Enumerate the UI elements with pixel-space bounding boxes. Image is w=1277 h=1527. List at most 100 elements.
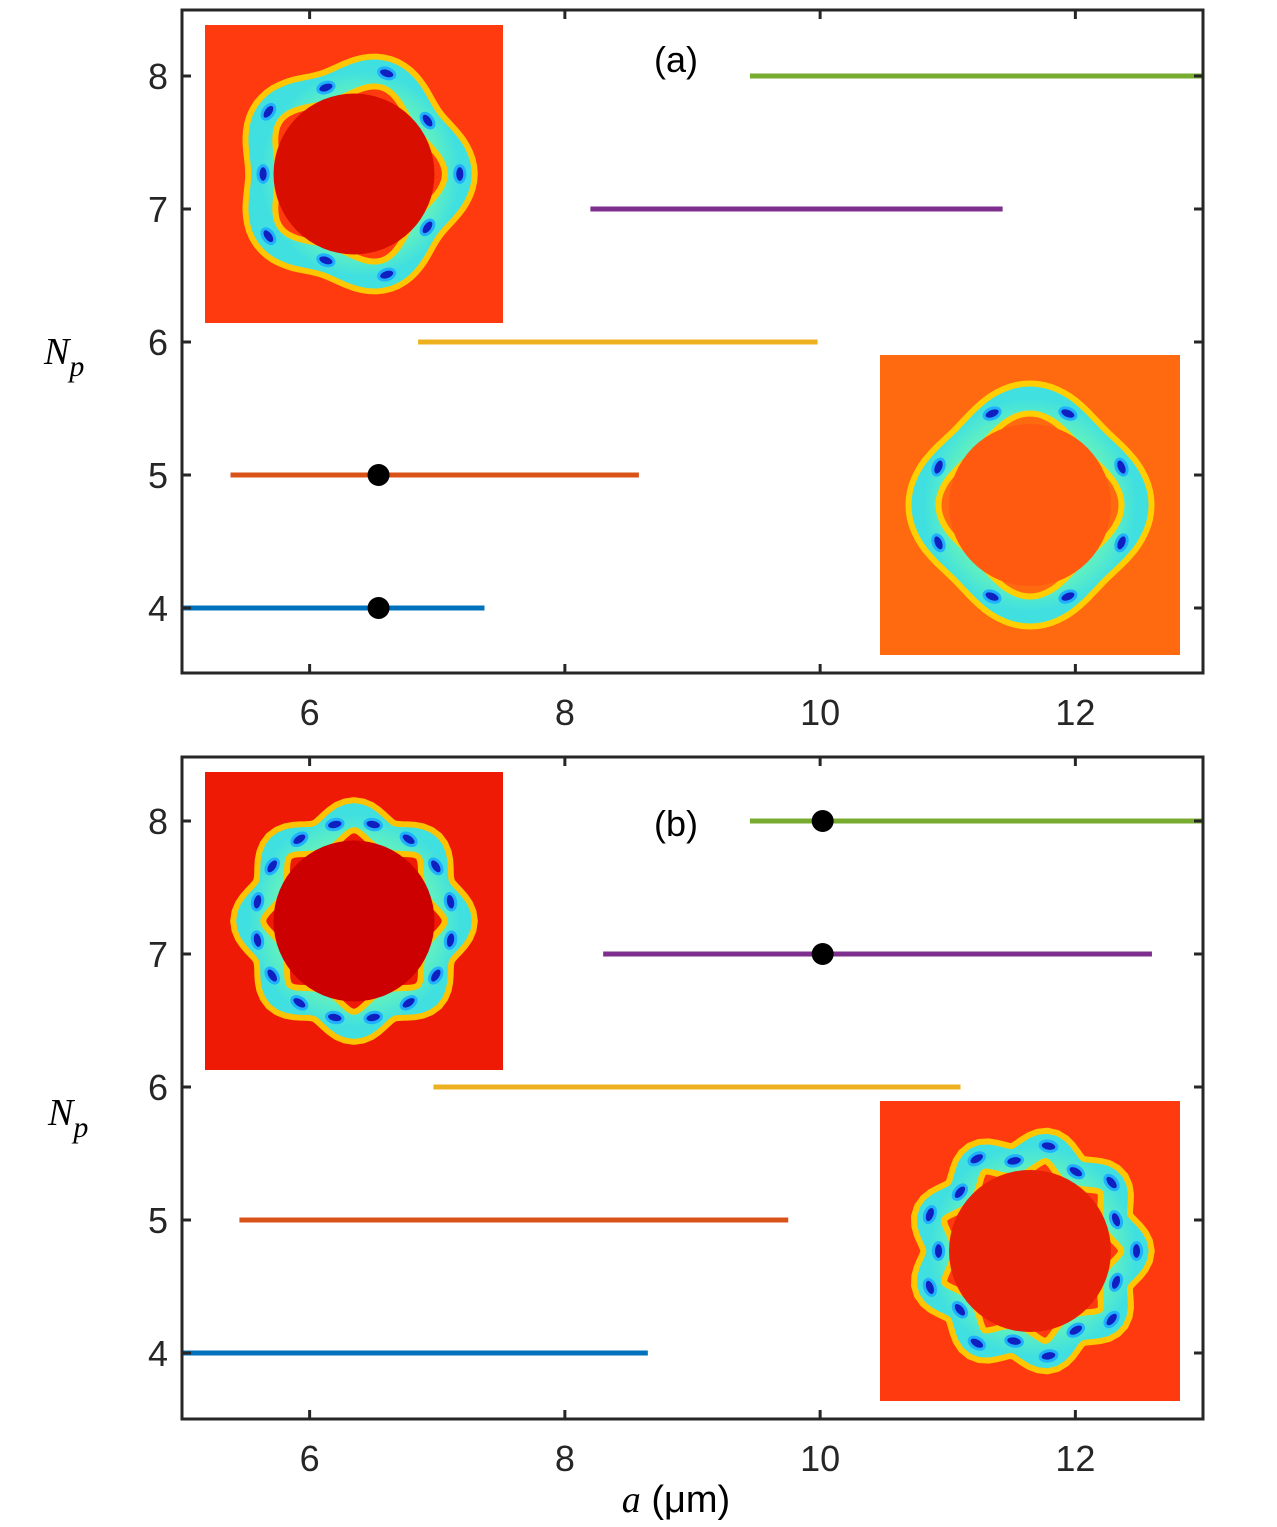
inset-vortex <box>1108 1210 1124 1230</box>
inset-vortex <box>1103 1310 1120 1329</box>
inset-vortex <box>1103 1173 1120 1192</box>
inset-vortex <box>1114 457 1129 477</box>
panel-b-inset-bottom-right <box>880 1101 1180 1401</box>
inset-core <box>949 1170 1111 1332</box>
inset-vortex <box>419 111 436 130</box>
inset-vortex <box>1058 589 1078 604</box>
inset-vortex <box>1129 1241 1144 1261</box>
y-tick-label-6: 6 <box>148 322 168 363</box>
inset-vortex <box>264 857 280 876</box>
inset-vortex <box>922 1204 937 1225</box>
inset-vortex <box>1004 1154 1024 1168</box>
inset-vortex <box>1066 1164 1085 1180</box>
inset-vortex <box>260 102 277 121</box>
panel-a-insets <box>205 25 1180 655</box>
inset-vortex <box>428 857 444 876</box>
inset-vortex <box>377 267 397 282</box>
inset-vortex <box>1114 533 1129 553</box>
inset-vortex <box>290 831 309 848</box>
inset-ring <box>911 386 1149 624</box>
x-axis-title-unit: (μm) <box>641 1479 730 1521</box>
inset-vortex <box>443 930 458 950</box>
panel-b-insets <box>205 772 1180 1401</box>
panel-a-ylabel-main: N <box>43 331 72 373</box>
x-tick-label-8: 8 <box>555 692 575 733</box>
inset-vortex <box>256 164 270 184</box>
inset-vortex <box>399 995 418 1011</box>
inset-vortex <box>1038 1139 1059 1153</box>
marker-point-0 <box>367 464 390 486</box>
y-tick-label-7: 7 <box>148 189 168 230</box>
x-tick-label-12: 12 <box>1055 692 1095 733</box>
y-tick-label-7: 7 <box>148 934 168 975</box>
inset-vortex <box>325 1010 345 1025</box>
x-axis-title: a (μm) <box>622 1479 730 1521</box>
panel-b-ylabel: Np <box>47 1092 88 1144</box>
inset-vortex <box>453 164 467 184</box>
inset-vortex <box>967 1151 986 1167</box>
y-tick-label-4: 4 <box>148 1333 168 1374</box>
inset-vortex <box>260 227 277 246</box>
panel-a-label: (a) <box>654 39 698 80</box>
panel-b-label: (b) <box>654 803 698 844</box>
x-tick-label-6: 6 <box>300 1438 320 1479</box>
inset-vortex <box>1038 1349 1059 1363</box>
x-tick-label-8: 8 <box>555 1438 575 1479</box>
inset-vortex <box>428 966 444 985</box>
inset-vortex <box>931 1241 946 1261</box>
marker-point-0 <box>811 810 834 832</box>
panel-b-ylabel-sub: p <box>71 1111 88 1144</box>
inset-core <box>273 840 435 1002</box>
x-tick-label-10: 10 <box>800 1438 840 1479</box>
inset-vortex <box>250 930 265 950</box>
inset-vortex <box>982 589 1002 604</box>
x-tick-label-12: 12 <box>1055 1438 1095 1479</box>
x-axis-title-var: a <box>622 1479 641 1521</box>
inset-vortex <box>931 533 946 553</box>
inset-vortex <box>1066 1322 1086 1338</box>
panel-b-ticks <box>182 757 1203 1419</box>
panel-a-segments <box>182 73 1203 611</box>
inset-vortex <box>951 1301 969 1319</box>
inset-vortex <box>316 253 336 268</box>
panel-b-markers <box>811 810 834 965</box>
inset-vortex <box>377 66 397 81</box>
panel-a-tick-labels: 6 8 10 12 4 5 6 7 8 <box>148 56 1095 733</box>
panel-b-ylabel-main: N <box>47 1092 76 1134</box>
inset-vortex <box>982 406 1002 421</box>
inset-vortex <box>967 1335 987 1351</box>
panel-a-markers <box>367 464 390 619</box>
x-tick-label-6: 6 <box>300 692 320 733</box>
inset-vortex <box>325 817 345 832</box>
panel-a-ylabel: Np <box>43 331 84 383</box>
panel-b-inset-top-left <box>205 772 503 1070</box>
inset-vortex <box>250 892 265 912</box>
inset-vortex <box>419 218 436 237</box>
inset-vortex <box>1004 1334 1024 1348</box>
inset-vortex <box>264 966 280 985</box>
panel-a-ticks <box>182 10 1203 673</box>
panel-a-ylabel-sub: p <box>67 350 84 383</box>
inset-vortex <box>443 892 458 912</box>
inset-vortex <box>951 1183 969 1201</box>
inset-vortex <box>363 817 383 832</box>
inset-vortex <box>922 1277 938 1297</box>
marker-point-1 <box>367 597 390 619</box>
inset-vortex <box>1058 406 1078 421</box>
panel-b: 6 8 10 12 4 5 6 7 8 (b) Np a (μm) <box>47 755 1205 1521</box>
y-tick-label-8: 8 <box>148 801 168 842</box>
inset-vortex <box>931 457 946 477</box>
y-tick-label-5: 5 <box>148 1200 168 1241</box>
inset-vortex <box>290 995 309 1011</box>
panel-b-tick-labels: 6 8 10 12 4 5 6 7 8 <box>148 801 1095 1479</box>
y-tick-label-4: 4 <box>148 588 168 629</box>
panel-a-inset-bottom-right <box>880 355 1180 655</box>
marker-point-1 <box>811 943 834 965</box>
inset-vortex <box>1108 1272 1124 1292</box>
inset-vortex <box>363 1010 383 1025</box>
x-tick-label-10: 10 <box>800 692 840 733</box>
panel-a-inset-top-left <box>205 25 503 323</box>
y-tick-label-5: 5 <box>148 455 168 496</box>
y-tick-label-6: 6 <box>148 1067 168 1108</box>
